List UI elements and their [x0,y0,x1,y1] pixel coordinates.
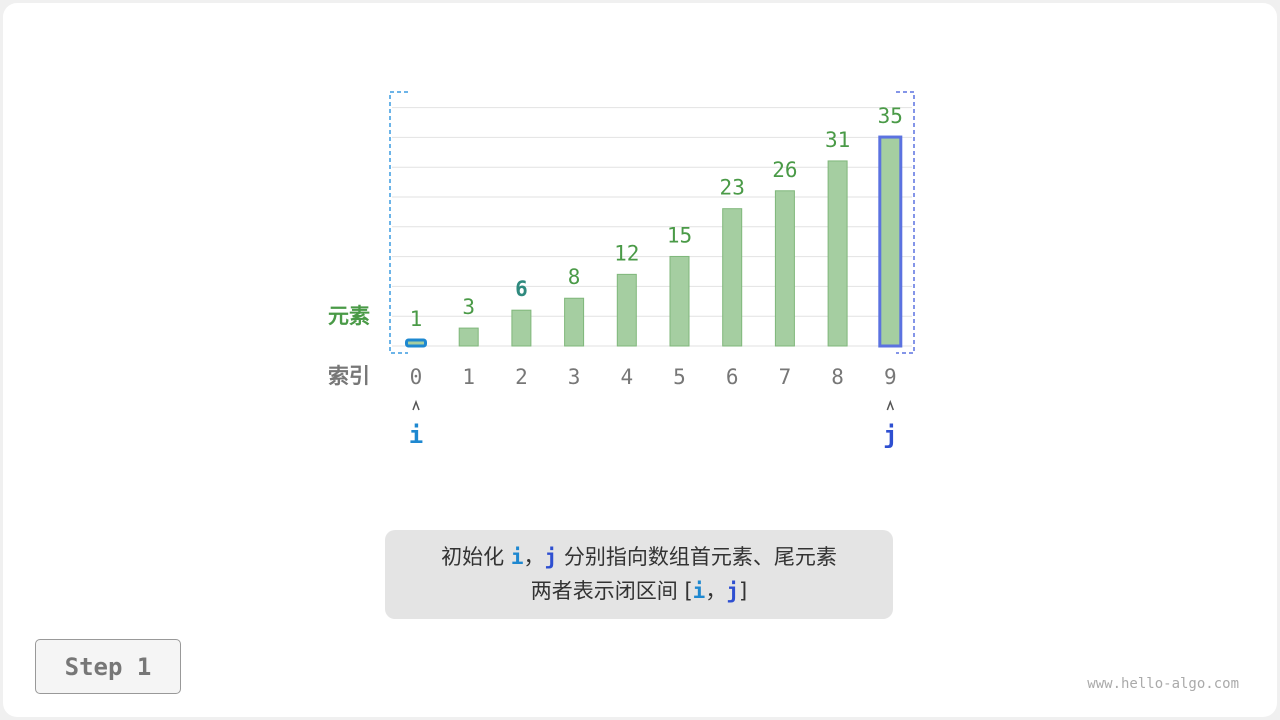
index-label: 9 [884,365,897,389]
value-label: 12 [614,241,639,265]
watermark: www.hello-algo.com [1087,676,1239,692]
value-label: 3 [462,295,475,319]
caption-box: 初始化 i，j 分别指向数组首元素、尾元素 两者表示闭区间 [i，j] [385,530,893,619]
left-bracket [389,91,408,354]
values-row-label: 元素 [328,304,370,328]
index-label: 8 [831,365,844,389]
caption-line-2: 两者表示闭区间 [i，j] [530,579,748,603]
bar [878,135,903,348]
index-label: 7 [779,365,792,389]
index-label: 0 [410,365,423,389]
pointer-arrow-icon [412,399,420,411]
index-row-label: 索引 [328,364,370,388]
bar [511,309,532,347]
right-bracket [896,91,915,354]
pointer-j-label: j [883,421,897,449]
index-label: 1 [462,365,475,389]
bar [616,273,637,347]
bar [827,160,848,347]
value-label: 31 [825,128,850,152]
index-label: 3 [568,365,581,389]
bar [722,208,743,347]
bar [774,190,795,347]
caption-line-1: 初始化 i，j 分别指向数组首元素、尾元素 [441,545,837,569]
value-label: 6 [515,277,528,301]
value-label: 35 [878,104,903,128]
pointer-i-label: i [409,421,423,449]
value-label: 1 [410,307,423,331]
value-label: 8 [568,265,581,289]
value-label: 15 [667,223,692,247]
value-label: 26 [772,158,797,182]
index-label: 6 [726,365,739,389]
bar [458,327,479,347]
index-label: 5 [673,365,686,389]
bar [405,338,427,348]
bar [669,255,690,347]
pointer-arrow-icon [886,399,895,411]
index-label: 2 [515,365,528,389]
value-label: 23 [720,176,745,200]
bar [564,297,585,347]
step-button[interactable]: Step 1 [35,639,181,694]
index-label: 4 [620,365,633,389]
